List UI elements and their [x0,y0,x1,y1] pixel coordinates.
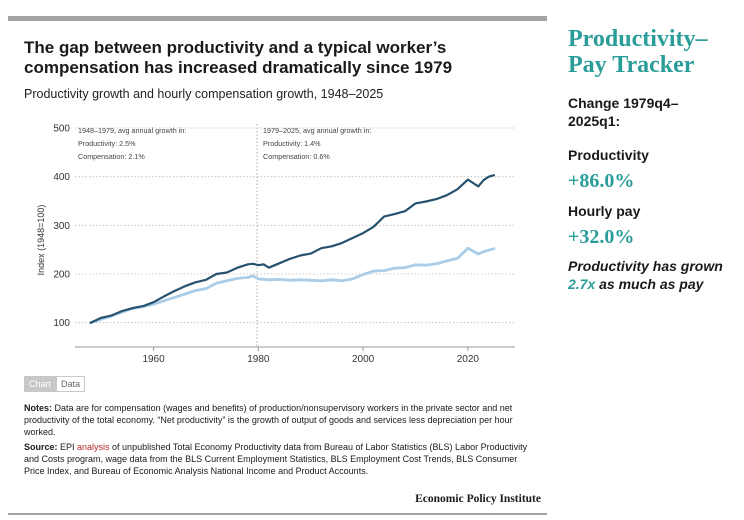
productivity-value: +86.0% [568,170,635,192]
y-tick-label: 200 [53,270,70,281]
x-tick-label: 2000 [352,354,375,365]
line-chart: Index (1948=100) 100 200 300 400 500 1960 1980… [36,124,515,365]
chart-title: The gap between productivity and a typic… [24,38,453,77]
tracker-title-line2: Pay Tracker [568,52,695,78]
x-tick-label: 1980 [247,354,270,365]
annotation-text: Productivity: 1.4% [263,139,321,148]
tracker-title: Productivity– Pay Tracker [568,26,738,78]
analysis-link[interactable]: analysis [77,441,110,452]
annotation-text: Productivity: 2.5% [78,139,136,148]
notes-label: Notes: [24,403,53,413]
productivity-line [89,174,496,324]
top-rule [8,16,547,21]
y-tick-label: 500 [53,124,70,135]
tab-chart[interactable]: Chart [24,376,57,392]
tracker-panel: Productivity– Pay Tracker Change 1979q4–… [568,26,738,293]
pay-label: Hourly pay [568,203,641,219]
chart-subtitle: Productivity growth and hourly compensat… [24,87,384,101]
pay-value: +32.0% [568,226,635,248]
epi-logo: Economic Policy Institute [415,493,541,505]
y-axis-label: Index (1948=100) [36,205,46,276]
x-tick-label: 2020 [457,354,480,365]
productivity-label: Productivity [568,147,649,163]
view-tabs: Chart Data [24,376,86,392]
compensation-line [89,246,496,325]
notes-paragraph: Notes: Data are for compensation (wages … [24,402,536,439]
notes-text: Data are for compensation (wages and ben… [24,403,513,438]
y-tick-label: 100 [53,318,70,329]
ratio-highlight: 2.7x [568,276,596,292]
source-label: Source: [24,441,58,452]
period-label: Change 1979q4– 2025q1: [568,94,738,130]
tracker-title-line1: Productivity– [568,26,708,52]
period-label-line1: Change 1979q4– [568,95,679,111]
notes-section: Notes: Data are for compensation (wages … [24,402,536,479]
tab-data[interactable]: Data [56,376,86,392]
source-paragraph: Source: EPI analysis of unpublished Tota… [24,441,536,478]
y-tick-label: 400 [53,172,70,183]
bottom-rule [8,513,547,515]
ratio-note-pre: Productivity has grown [568,258,723,274]
annotation-text: 1948–1979, avg annual growth in: [78,126,186,135]
source-post: of unpublished Total Economy Productivit… [24,441,528,477]
period-label-line2: 2025q1: [568,113,621,129]
ratio-note: Productivity has grown 2.7x as much as p… [568,257,738,293]
ratio-note-post: as much as pay [595,276,704,292]
annotation-text: 1979–2025, avg annual growth in: [263,126,371,135]
source-pre: EPI [57,441,78,452]
annotation-text: Compensation: 0.6% [263,152,330,161]
y-tick-label: 300 [53,221,70,232]
x-tick-label: 1960 [142,354,165,365]
annotation-text: Compensation: 2.1% [78,152,145,161]
